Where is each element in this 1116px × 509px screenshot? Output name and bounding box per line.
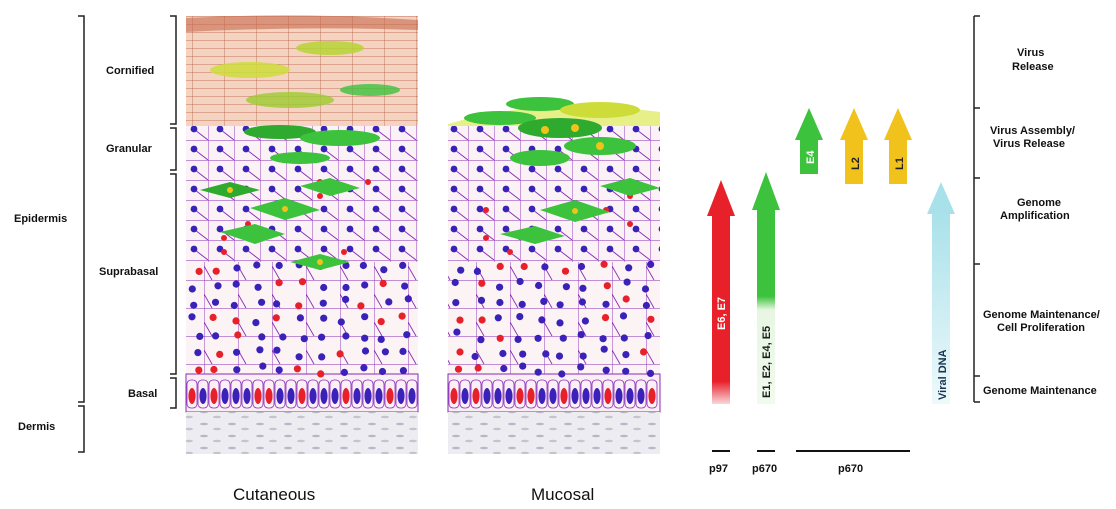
label-basal: Basal: [128, 388, 157, 400]
arrow-e4: E4: [795, 108, 823, 174]
label-p670-early: p670: [752, 463, 777, 475]
cutaneous-infected-cells: [200, 41, 400, 270]
label-e6-e7: E6, E7: [716, 297, 728, 330]
mucosal-basal-cells: [448, 379, 658, 409]
label-viral-dna: Viral DNA: [937, 349, 949, 400]
arrow-l1: L1: [884, 108, 912, 184]
stage-genome-maintenance-proliferation: Genome Maintenance/ Cell Proliferation: [983, 309, 1103, 334]
stage-genome-maintenance: Genome Maintenance: [983, 385, 1097, 397]
label-e4: E4: [805, 150, 817, 164]
stage-virus-release: Virus Release: [1012, 47, 1054, 73]
mucosal-nuclei: [451, 193, 655, 378]
label-dermis: Dermis: [18, 421, 55, 433]
label-granular: Granular: [106, 143, 153, 155]
right-bracket: [973, 15, 980, 403]
arrow-e6-e7: E6, E7: [707, 180, 735, 404]
arrow-early-genes: E1, E2, E4, E5: [752, 172, 780, 404]
label-p97: p97: [709, 463, 728, 475]
stage-virus-assembly: Virus Assembly/ Virus Release: [990, 125, 1078, 150]
left-bracket-group: [78, 15, 177, 453]
label-cornified: Cornified: [106, 65, 154, 77]
caption-mucosal: Mucosal: [531, 485, 594, 504]
label-p670-late: p670: [838, 463, 863, 475]
stage-genome-amplification: Genome Amplification: [1000, 197, 1070, 222]
caption-cutaneous: Cutaneous: [233, 485, 315, 504]
label-suprabasal: Suprabasal: [99, 266, 158, 278]
arrow-viral-dna: Viral DNA: [927, 182, 955, 404]
label-epidermis: Epidermis: [14, 213, 67, 225]
label-early-genes: E1, E2, E4, E5: [761, 326, 773, 398]
label-l2: L2: [850, 157, 862, 170]
mucosal-infected-cells: [464, 97, 660, 244]
label-l1: L1: [894, 157, 906, 170]
cutaneous-basal-cells: [186, 379, 418, 409]
arrow-l2: L2: [840, 108, 868, 184]
